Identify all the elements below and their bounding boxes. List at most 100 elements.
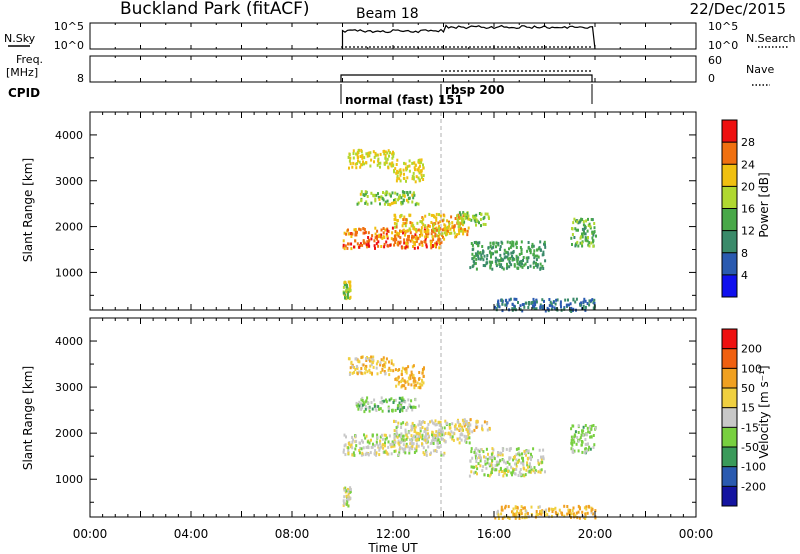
heat-cell-0 <box>421 243 424 247</box>
heat-cell-8 <box>570 435 573 439</box>
heat-cell-9 <box>347 280 350 284</box>
heat-cell-6 <box>527 256 530 260</box>
heat-cell-5 <box>474 220 477 224</box>
heat-cell-7 <box>563 306 566 310</box>
heat-cell-6 <box>487 473 489 477</box>
heat-cell-6 <box>537 255 540 259</box>
heat-cell-1 <box>459 223 461 226</box>
heat-cell-2 <box>384 154 387 157</box>
heat-cell-6 <box>535 261 537 265</box>
heat-cell-0 <box>364 436 367 440</box>
velocity-panel-bg <box>90 318 696 517</box>
heat-cell-0 <box>398 433 401 437</box>
heat-cell-0 <box>405 442 408 446</box>
heat-cell-1 <box>425 432 428 436</box>
heat-cell-4 <box>400 397 403 401</box>
heat-cell-1 <box>434 434 437 437</box>
heat-cell-2 <box>358 360 361 364</box>
heat-cell-8 <box>580 235 583 239</box>
heat-cell-4 <box>384 200 387 204</box>
heat-cell-8 <box>586 426 589 430</box>
heat-cell-1 <box>411 234 414 238</box>
heat-cell-2 <box>384 372 387 376</box>
heat-cell-7 <box>586 302 589 305</box>
heat-cell-6 <box>473 262 476 266</box>
heat-cell-6 <box>521 452 523 456</box>
heat-cell-1 <box>415 228 417 231</box>
heat-cell-7 <box>552 300 555 304</box>
heat-cell-0 <box>393 243 396 247</box>
heat-cell-7 <box>515 297 518 301</box>
heat-cell-8 <box>581 218 584 221</box>
heat-cell-0 <box>350 232 353 235</box>
heat-cell-2 <box>392 369 395 373</box>
heat-cell-6 <box>490 253 493 257</box>
heat-cell-8 <box>570 441 573 445</box>
heat-cell-3 <box>396 377 399 381</box>
nsky-tick-bottom: 10^0 <box>54 39 84 52</box>
heat-cell-6 <box>510 471 513 475</box>
heat-cell-6 <box>527 241 530 244</box>
heat-cell-2 <box>365 152 368 156</box>
heat-cell-4 <box>364 405 367 408</box>
heat-cell-0 <box>438 441 441 444</box>
heat-cell-2 <box>357 370 360 374</box>
heat-cell-5 <box>475 420 478 424</box>
heat-cell-6 <box>482 264 485 267</box>
heat-cell-4 <box>403 406 406 409</box>
heat-cell-0 <box>422 451 425 455</box>
power-cbar-swatch <box>722 164 737 187</box>
heat-cell-1 <box>450 430 453 434</box>
heat-cell-5 <box>486 212 489 216</box>
heat-cell-4 <box>381 197 384 200</box>
velocity-ytick-label: 4000 <box>55 335 83 348</box>
heat-cell-3 <box>416 168 419 172</box>
heat-cell-4 <box>355 401 358 405</box>
heat-cell-6 <box>509 447 512 451</box>
heat-cell-3 <box>412 379 415 383</box>
heat-cell-2 <box>392 363 395 367</box>
heat-cell-1 <box>429 442 432 445</box>
heat-cell-0 <box>359 441 362 445</box>
heat-cell-2 <box>348 373 351 376</box>
heat-cell-7 <box>592 301 595 305</box>
heat-cell-1 <box>417 423 420 427</box>
heat-cell-7 <box>590 511 593 515</box>
heat-cell-0 <box>402 228 405 232</box>
heat-cell-0 <box>362 446 365 450</box>
heat-cell-6 <box>527 245 530 249</box>
heat-cell-7 <box>525 510 528 514</box>
heat-cell-6 <box>512 256 515 260</box>
nsky-tick-top: 10^5 <box>54 20 84 33</box>
heat-cell-6 <box>474 470 477 474</box>
heat-cell-6 <box>488 474 491 478</box>
heat-cell-1 <box>443 231 446 235</box>
heat-cell-6 <box>471 456 474 460</box>
heat-cell-4 <box>398 401 401 405</box>
heat-cell-6 <box>477 255 480 258</box>
heat-cell-0 <box>347 232 350 236</box>
heat-cell-4 <box>366 396 369 400</box>
heat-cell-2 <box>351 371 354 375</box>
heat-cell-3 <box>411 373 414 377</box>
heat-cell-0 <box>351 446 354 450</box>
heat-cell-2 <box>350 361 353 365</box>
heat-cell-0 <box>408 449 411 452</box>
heat-cell-2 <box>389 368 392 372</box>
heat-cell-6 <box>488 464 491 468</box>
heat-cell-7 <box>553 306 556 310</box>
heat-cell-0 <box>412 245 414 248</box>
heat-cell-7 <box>518 512 521 516</box>
heat-cell-9 <box>346 500 349 504</box>
heat-cell-7 <box>532 305 534 309</box>
heat-cell-4 <box>405 408 408 412</box>
heat-cell-5 <box>463 418 466 422</box>
heat-cell-2 <box>383 365 386 369</box>
heat-cell-3 <box>395 163 398 166</box>
heat-cell-9 <box>349 486 352 490</box>
heat-cell-4 <box>368 405 371 409</box>
heat-cell-3 <box>420 383 422 387</box>
heat-cell-6 <box>503 468 506 472</box>
heat-cell-0 <box>435 240 438 244</box>
heat-cell-2 <box>376 163 379 167</box>
